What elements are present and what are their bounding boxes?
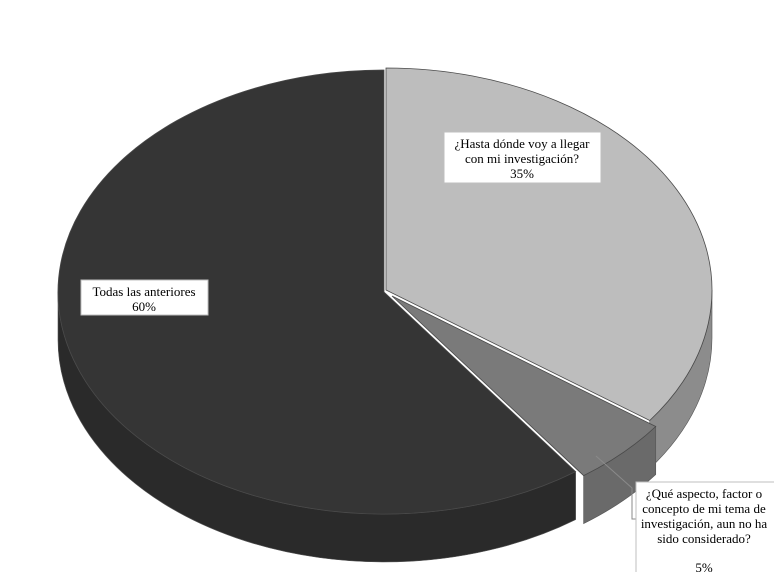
pie-slice-2 <box>57 69 577 515</box>
label-box <box>635 481 774 572</box>
label-slice-todas: Todas las anteriores 60% <box>80 279 209 316</box>
label-line: sido considerado? <box>657 531 751 546</box>
label-line: investigación, aun no ha <box>641 516 768 531</box>
label-box <box>80 279 209 316</box>
label-line: Todas las anteriores <box>92 284 195 299</box>
label-percent: 60% <box>132 299 156 314</box>
label-line: ¿Hasta dónde voy a llegar <box>454 136 590 151</box>
label-line: ¿Qué aspecto, factor o <box>646 486 762 501</box>
label-percent: 35% <box>510 166 534 181</box>
label-box <box>443 131 602 184</box>
label-percent: 5% <box>695 560 713 572</box>
label-line: con mi investigación? <box>465 151 579 166</box>
label-slice-hasta-donde: ¿Hasta dónde voy a llegar con mi investi… <box>443 131 602 184</box>
pie-slice-1 <box>391 295 657 477</box>
label-slice-que-aspecto: ¿Qué aspecto, factor o concepto de mi te… <box>635 481 774 572</box>
label-line: concepto de mi tema de <box>642 501 766 516</box>
